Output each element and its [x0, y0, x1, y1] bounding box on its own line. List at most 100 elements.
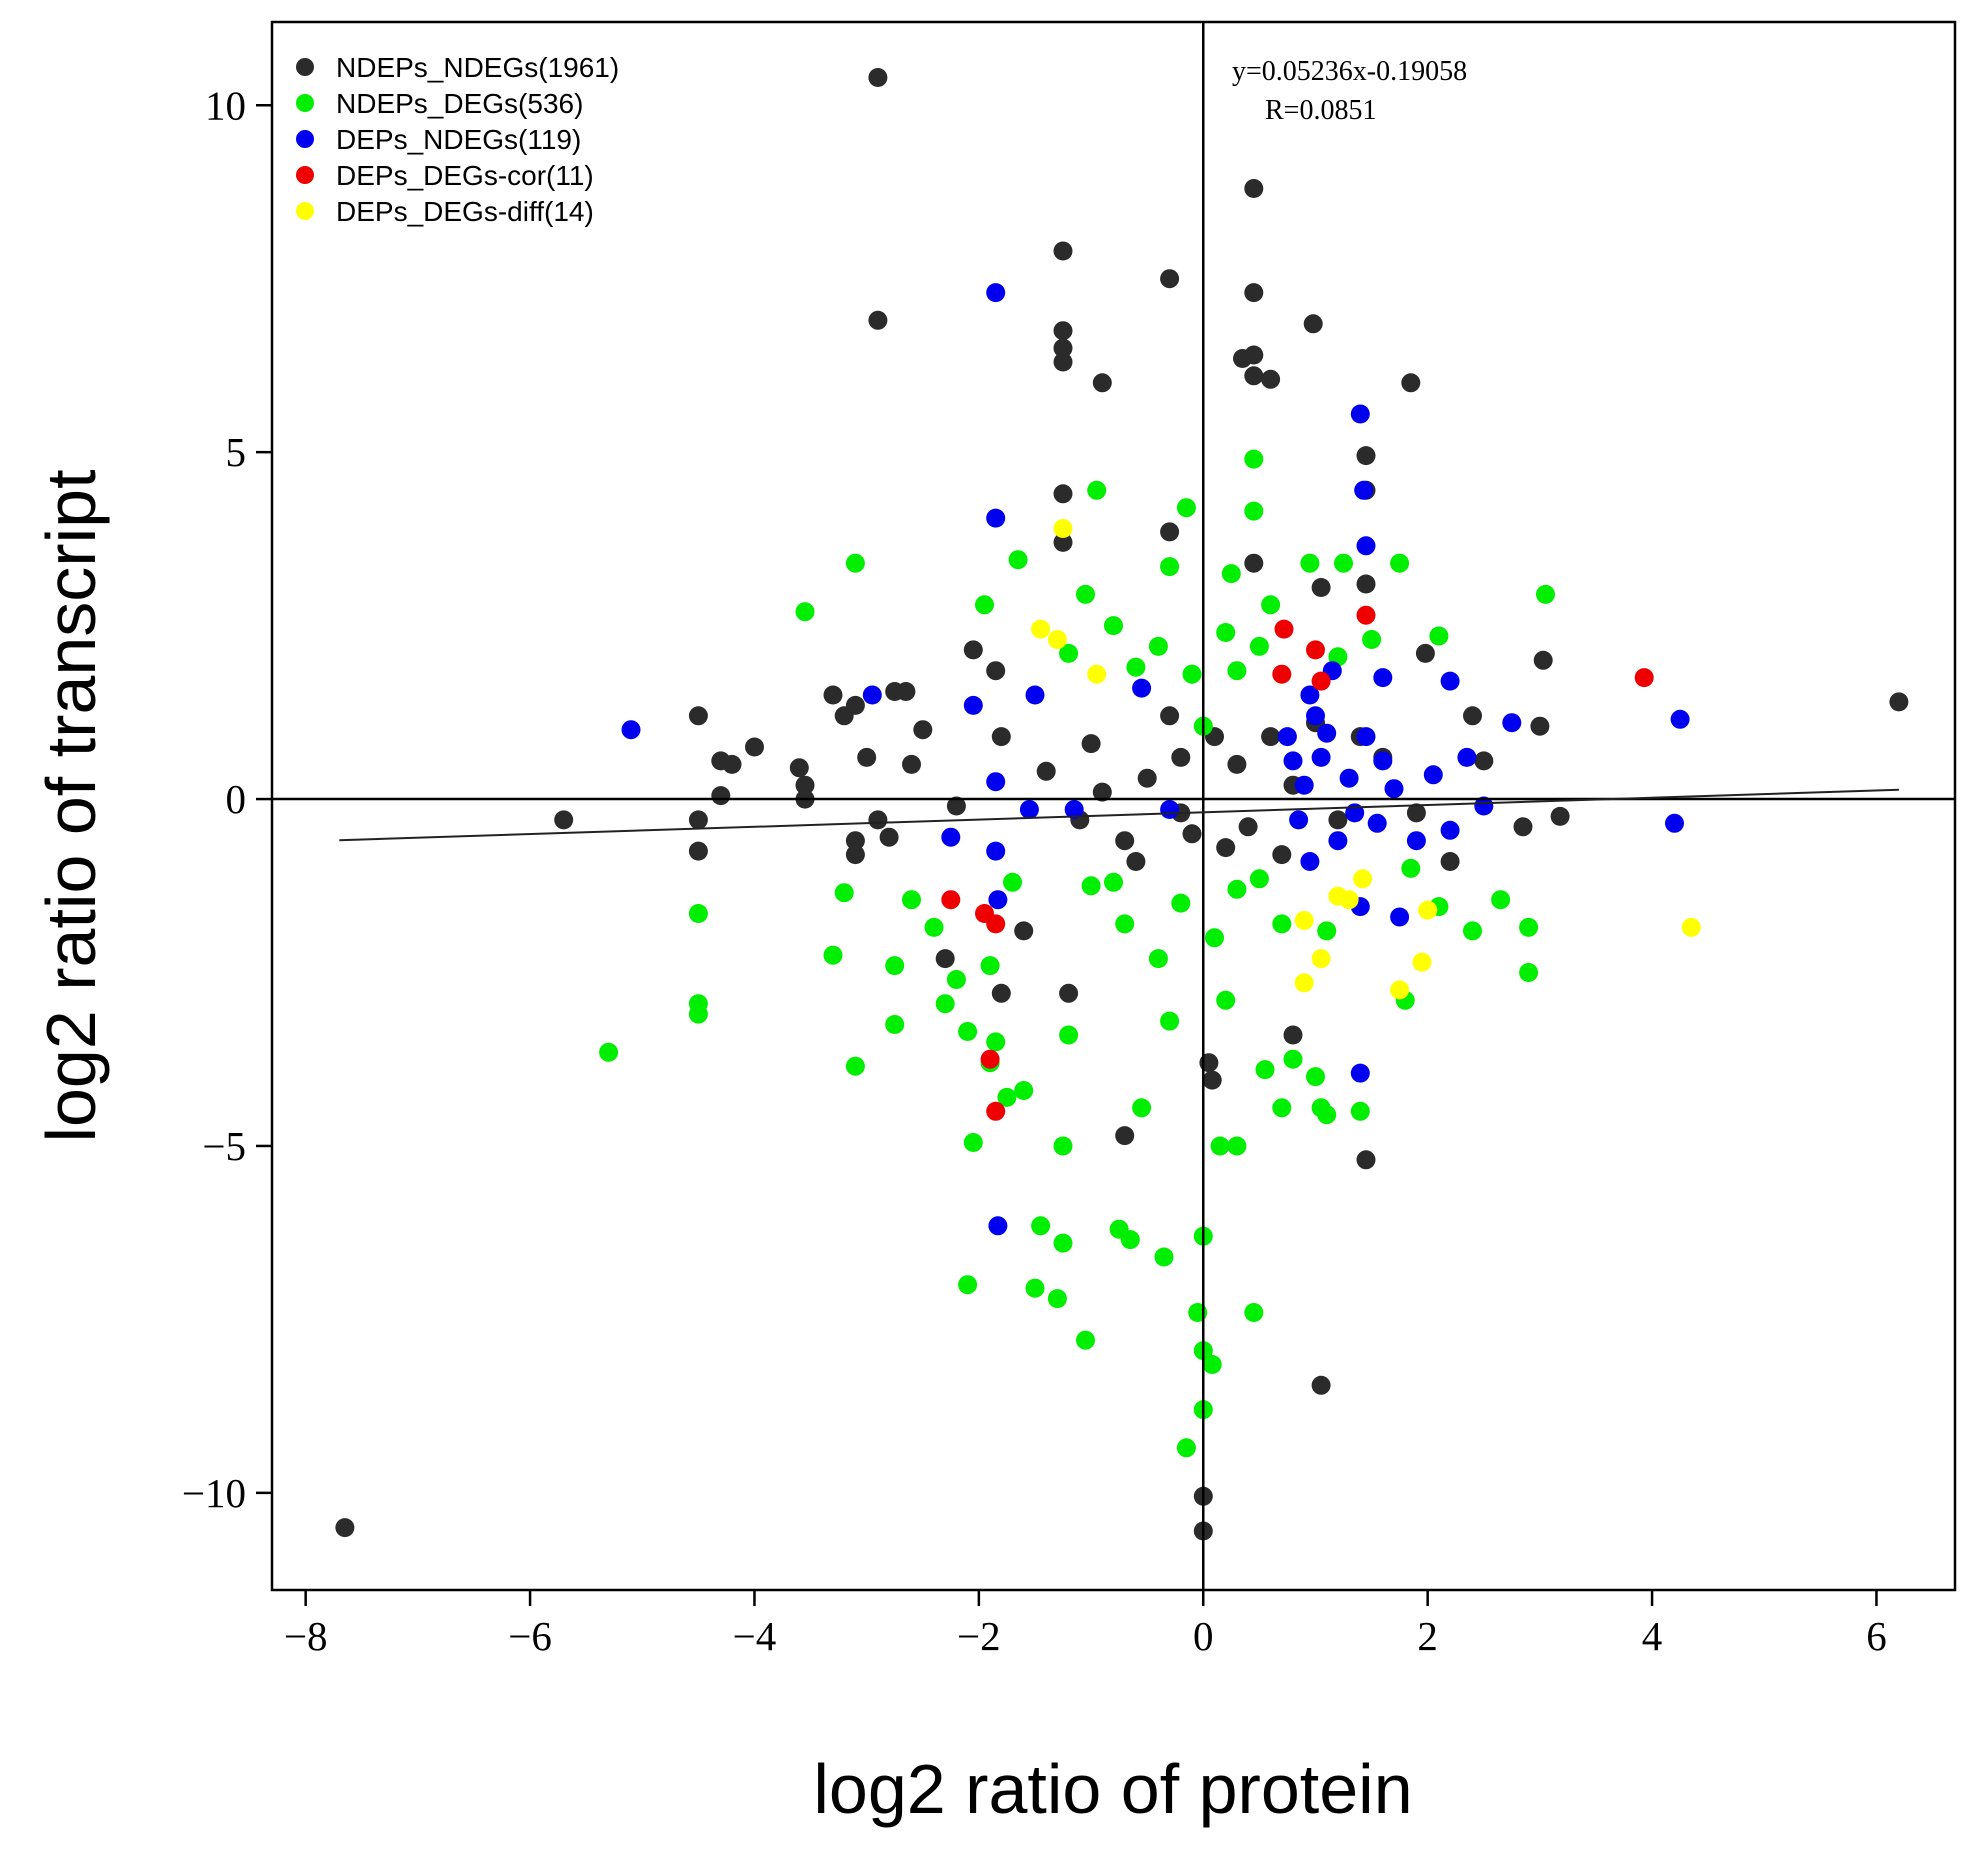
data-point-series-1-95 [1160, 1011, 1180, 1031]
data-point-series-1-60 [1429, 626, 1449, 646]
data-point-series-1-83 [1126, 657, 1146, 677]
data-point-series-0-42 [823, 685, 843, 705]
y-tick-label: 5 [226, 429, 247, 475]
data-point-series-2-14 [1502, 713, 1522, 733]
data-point-series-2-25 [1311, 747, 1331, 767]
data-point-series-2-29 [1328, 831, 1348, 851]
data-point-series-2-35 [1300, 852, 1320, 871]
data-point-series-0-60 [1356, 1150, 1376, 1170]
data-point-series-1-45 [1255, 1060, 1275, 1080]
data-point-series-0-25 [1533, 650, 1553, 670]
data-point-series-0-4 [1160, 269, 1180, 289]
data-point-series-2-9 [988, 1216, 1008, 1236]
data-point-series-1-59 [1390, 553, 1410, 573]
data-point-series-2-8 [988, 890, 1008, 910]
data-point-series-0-14 [1261, 369, 1281, 389]
data-point-series-1-55 [1463, 921, 1482, 941]
data-point-series-1-11 [902, 890, 921, 910]
data-point-series-3-8 [986, 914, 1006, 934]
data-point-series-0-46 [845, 831, 865, 851]
data-point-series-2-10 [1350, 1063, 1370, 1083]
data-point-series-0-45 [857, 747, 877, 767]
data-point-series-1-5 [845, 553, 865, 573]
y-axis: −10 −5 0 5 10 [182, 82, 272, 1516]
data-point-series-0-55 [1059, 983, 1079, 1003]
data-point-series-1-51 [1317, 921, 1337, 941]
data-point-series-1-50 [1350, 1101, 1370, 1121]
data-point-series-2-16 [1457, 747, 1477, 767]
data-point-series-2-17 [1474, 796, 1494, 816]
data-point-series-1-56 [1491, 890, 1511, 910]
x-tick-label: −6 [508, 1613, 552, 1659]
data-point-series-1-79 [1059, 643, 1079, 663]
data-point-series-2-1 [621, 720, 641, 740]
data-point-series-1-77 [1148, 636, 1168, 656]
legend-marker [296, 130, 314, 148]
data-point-series-0-0 [868, 68, 888, 87]
data-point-series-0-69 [935, 949, 955, 969]
data-point-series-0-78 [1216, 838, 1236, 858]
data-point-series-2-15 [1440, 671, 1460, 691]
data-point-series-1-87 [1171, 893, 1191, 913]
data-point-series-1-90 [1205, 928, 1224, 948]
data-point-series-3-10 [986, 1101, 1006, 1121]
data-point-series-0-67 [1463, 706, 1482, 726]
data-point-series-0-91 [1126, 852, 1146, 871]
data-point-series-0-19 [1053, 484, 1073, 504]
data-point-series-1-18 [980, 956, 1000, 976]
data-point-series-1-29 [1053, 1136, 1073, 1156]
data-point-series-0-31 [554, 810, 574, 830]
data-point-series-4-12 [1294, 973, 1314, 993]
data-point-series-0-12 [1244, 345, 1264, 365]
data-point-series-0-77 [1328, 810, 1348, 830]
x-tick-label: 0 [1193, 1613, 1214, 1659]
points-layer [335, 68, 1909, 1541]
data-point-series-1-42 [1227, 1136, 1247, 1156]
data-point-series-0-17 [1356, 446, 1376, 466]
data-point-series-2-38 [1283, 751, 1303, 771]
data-point-series-0-64 [963, 640, 983, 660]
data-point-series-0-79 [1115, 831, 1135, 851]
data-point-series-3-6 [941, 890, 961, 910]
data-point-series-1-94 [1216, 990, 1236, 1010]
x-axis-title: log2 ratio of protein [813, 1750, 1412, 1828]
data-point-series-4-4 [1681, 917, 1701, 937]
legend-label: DEPs_DEGs-cor(11) [336, 160, 594, 191]
data-point-series-0-3 [1053, 241, 1073, 261]
data-point-series-1-75 [1104, 616, 1123, 636]
x-tick-label: −8 [284, 1613, 328, 1659]
data-point-series-3-5 [1311, 671, 1331, 691]
x-tick-label: −2 [957, 1613, 1001, 1659]
data-point-series-0-47 [845, 845, 865, 865]
data-point-series-3-0 [1634, 668, 1654, 688]
data-point-series-1-93 [1115, 914, 1135, 934]
data-point-series-1-72 [1221, 564, 1241, 584]
data-point-series-0-26 [1415, 643, 1435, 663]
legend-label: NDEPs_DEGs(536) [336, 88, 583, 119]
data-point-series-0-40 [795, 775, 815, 795]
data-point-series-1-4 [795, 602, 815, 622]
data-point-series-2-42 [1025, 685, 1045, 705]
data-point-series-2-20 [1373, 668, 1393, 688]
plot-frame [270, 20, 1957, 1592]
data-point-series-1-19 [986, 1032, 1006, 1052]
data-point-series-0-38 [711, 786, 731, 806]
data-point-series-2-13 [1665, 813, 1684, 833]
data-point-series-0-81 [1036, 761, 1056, 781]
data-point-series-1-71 [1160, 557, 1180, 577]
data-point-series-0-48 [868, 810, 888, 830]
data-point-series-0-37 [745, 737, 764, 757]
data-point-series-2-3 [986, 508, 1006, 528]
data-point-series-1-0 [599, 1042, 619, 1062]
data-point-series-1-1 [688, 904, 708, 923]
data-point-series-0-44 [845, 695, 865, 715]
legend-marker [296, 58, 314, 76]
data-point-series-1-49 [1317, 1105, 1337, 1125]
data-point-series-1-43 [1210, 1136, 1230, 1156]
data-point-series-1-65 [1244, 449, 1264, 469]
data-point-series-4-1 [1031, 619, 1051, 639]
data-point-series-0-83 [1160, 706, 1180, 726]
regression-line [339, 788, 1899, 842]
data-point-series-0-39 [789, 758, 809, 778]
data-point-series-1-40 [1176, 1438, 1196, 1458]
